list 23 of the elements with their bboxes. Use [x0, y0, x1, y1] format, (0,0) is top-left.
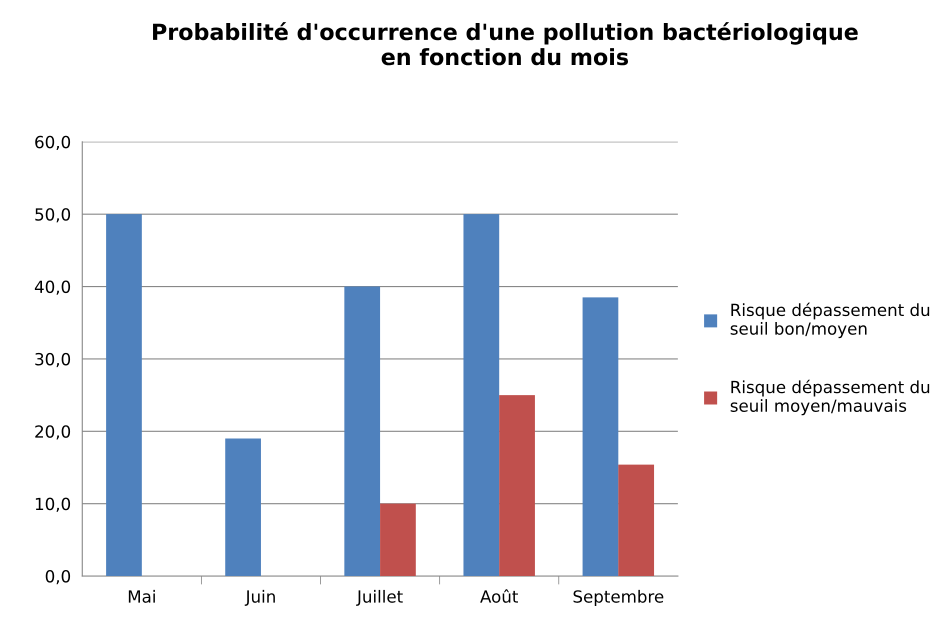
bar — [225, 438, 261, 576]
bar — [618, 464, 654, 576]
x-tick-label: Mai — [128, 590, 155, 603]
bar — [499, 395, 535, 576]
bar — [380, 504, 416, 576]
x-tick-label: Septembre — [574, 590, 664, 606]
x-tick-label: Juin — [244, 590, 275, 606]
y-tick-label: 30,0 — [35, 352, 70, 368]
x-tick-label: Août — [480, 589, 518, 603]
legend-label: Risque dépassement du seuil bon/moyen — [730, 302, 930, 338]
x-tick-label: Juillet — [356, 590, 403, 606]
y-tick-label: 10,0 — [36, 498, 70, 512]
bar — [106, 214, 142, 576]
chart-title: Probabilité d'occurrence d'une pollution bactériologique en fonction du mois — [153, 22, 858, 66]
y-tick-label: 0,0 — [46, 570, 70, 584]
bar — [463, 214, 500, 576]
legend-label: Risque dépassement du seuil moyen/mauvais — [730, 380, 930, 416]
y-tick-label: 50,0 — [35, 208, 70, 222]
bar — [344, 286, 380, 576]
y-tick-label: 20,0 — [35, 425, 70, 440]
y-tick-label: 40,0 — [34, 280, 70, 295]
y-tick-label: 60,0 — [35, 136, 70, 150]
bar — [582, 297, 618, 576]
